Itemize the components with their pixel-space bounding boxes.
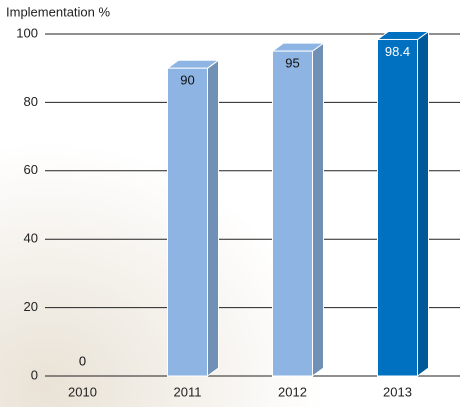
bar <box>377 38 418 377</box>
value-label: 98.4 <box>385 44 410 59</box>
y-tick-label: 20 <box>24 299 38 314</box>
bar-side <box>312 42 324 377</box>
x-tick-label: 2012 <box>278 384 307 399</box>
value-label: 95 <box>285 56 299 71</box>
bar-side <box>417 30 429 377</box>
bar <box>272 50 313 377</box>
y-tick-label: 0 <box>31 367 38 382</box>
y-tick-label: 40 <box>24 231 38 246</box>
bar <box>167 67 208 377</box>
value-label: 90 <box>180 73 194 88</box>
x-tick-label: 2013 <box>383 384 412 399</box>
x-tick-label: 2011 <box>174 384 202 399</box>
y-tick-label: 80 <box>24 94 38 109</box>
bar-side <box>207 59 219 377</box>
value-label: 0 <box>79 353 86 368</box>
chart-title: Implementation % <box>6 4 110 19</box>
x-tick-label: 2010 <box>68 384 97 399</box>
y-tick-label: 100 <box>16 25 38 40</box>
y-tick-label: 60 <box>24 162 38 177</box>
